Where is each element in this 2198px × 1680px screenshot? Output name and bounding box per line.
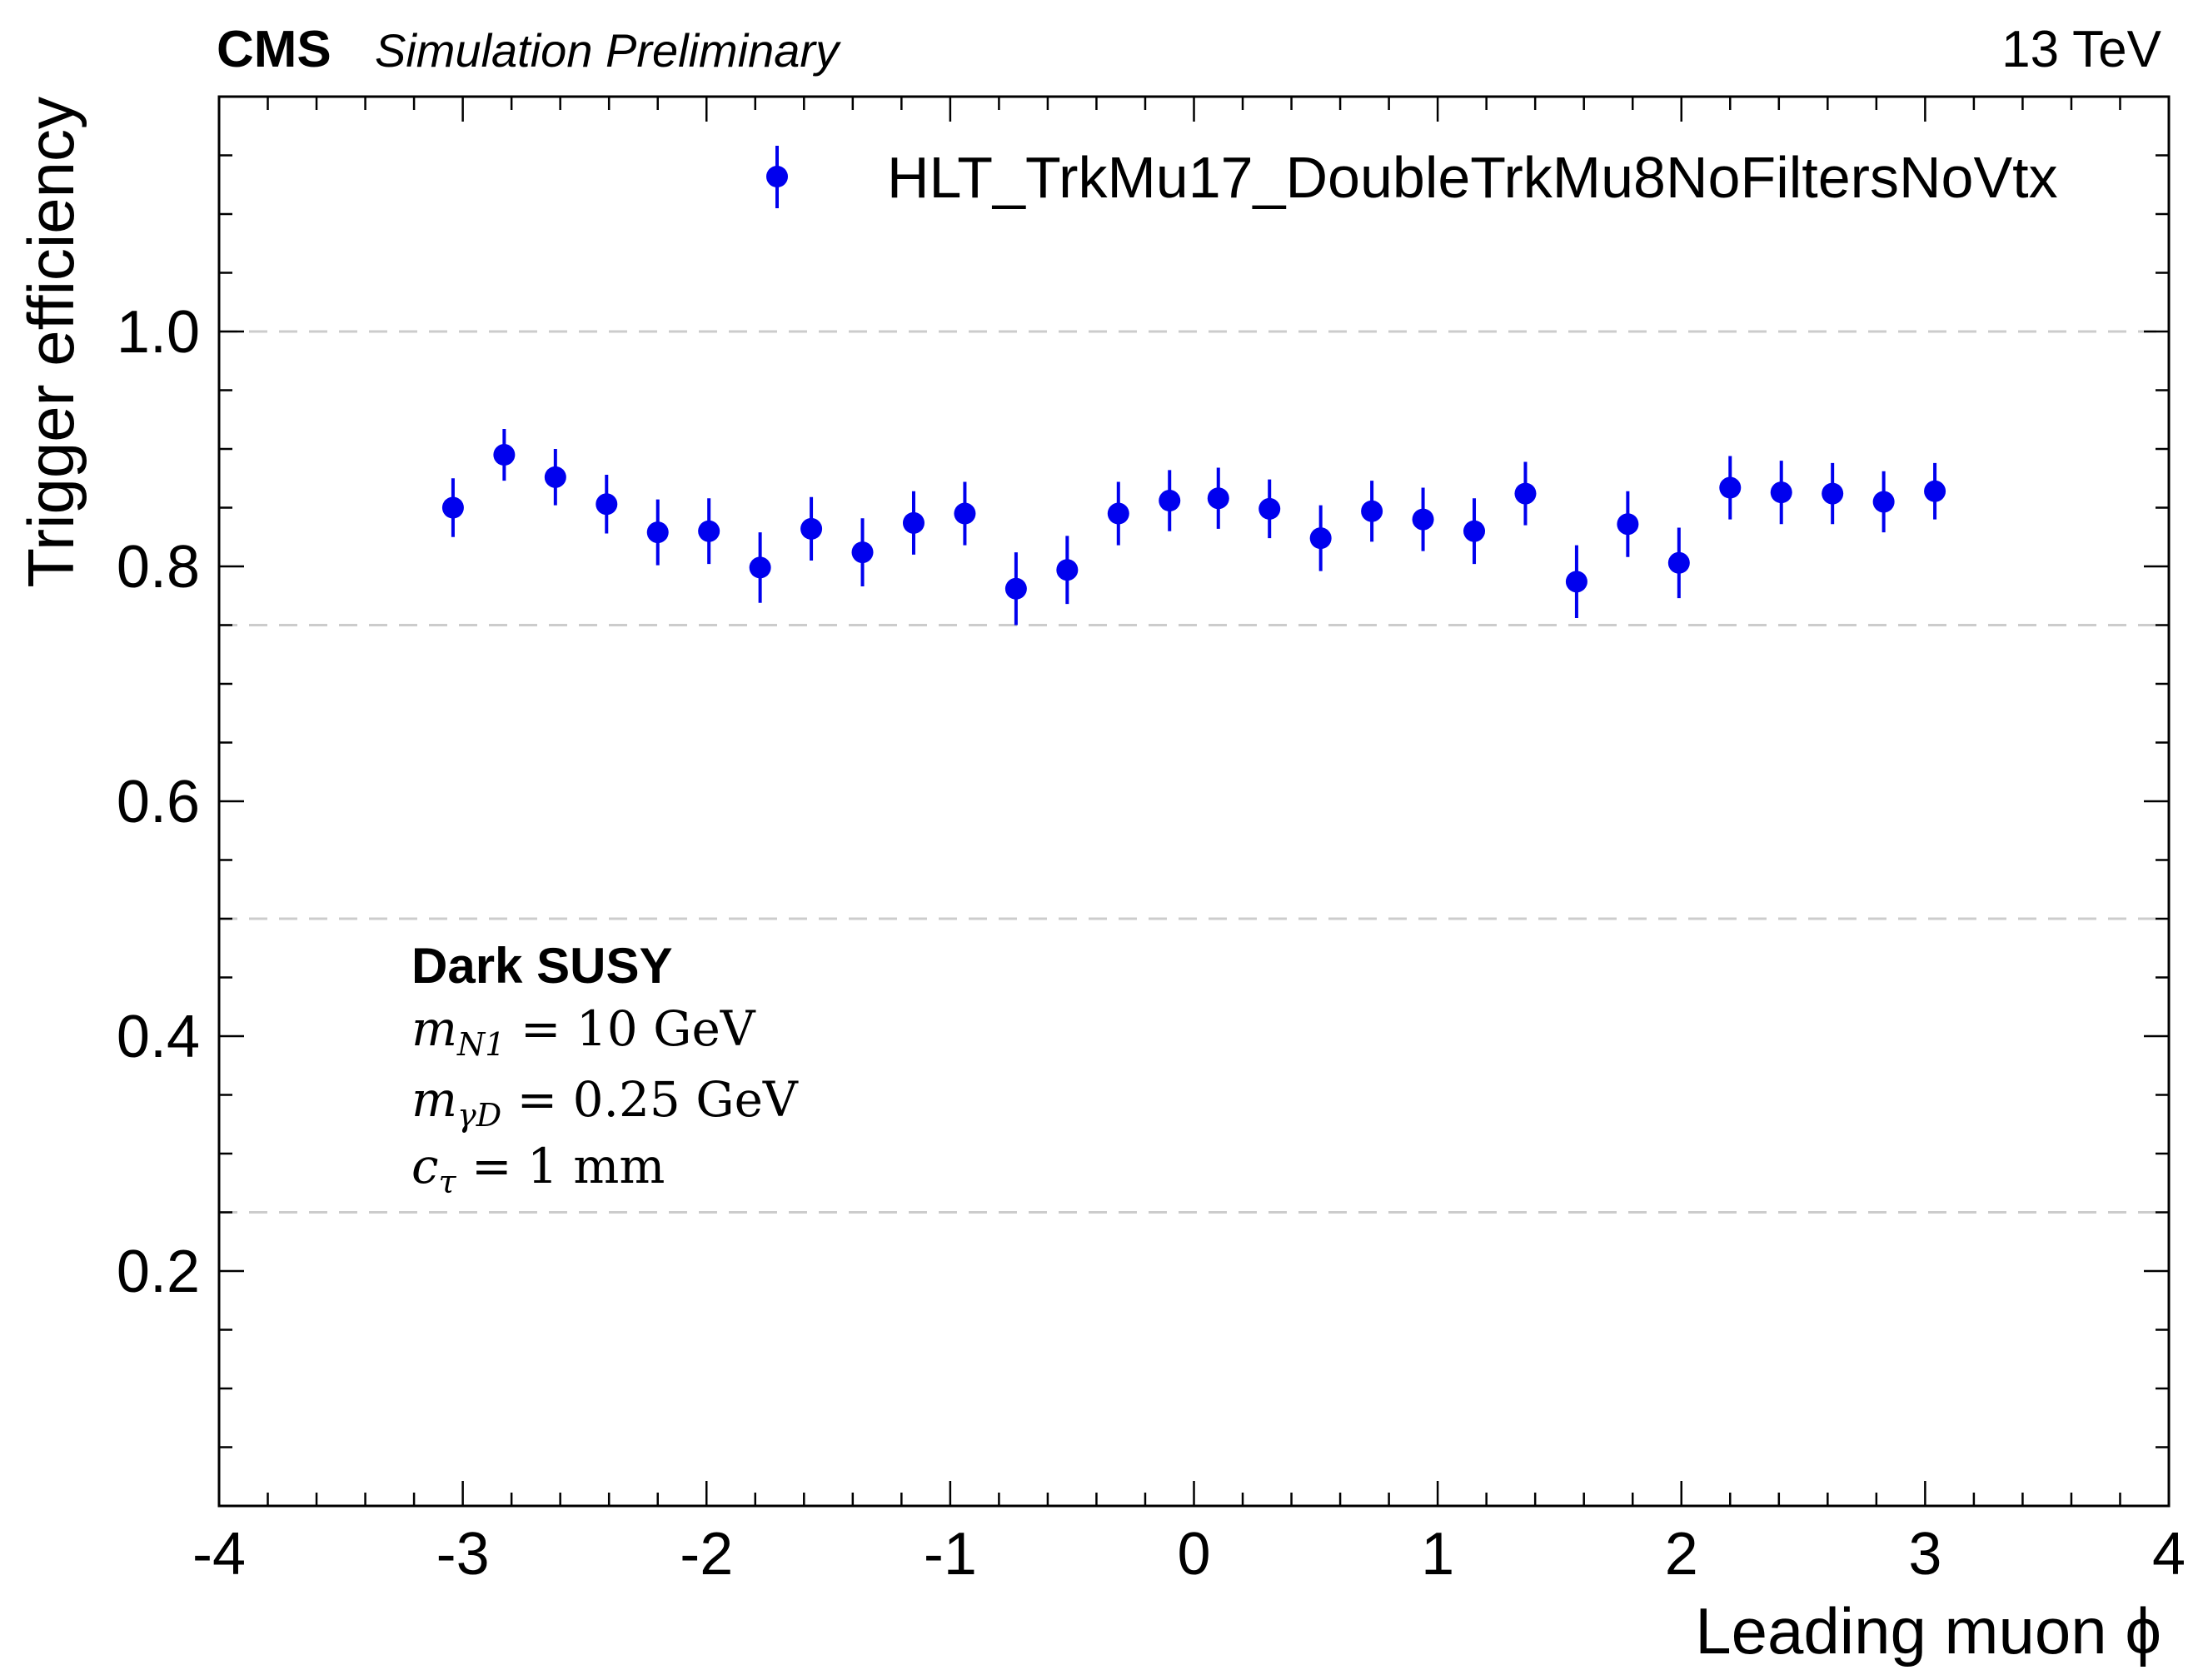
grid-lines (219, 330, 2169, 1214)
annotation-mass-n1: mN1 = 10 GeV (411, 1000, 756, 1063)
mass-gammad-symbol: m (411, 1071, 457, 1128)
data-point (1565, 571, 1587, 593)
data-point (441, 496, 464, 519)
x-tick-label: 1 (1421, 1521, 1454, 1588)
data-point (902, 511, 925, 534)
data-point (698, 520, 720, 542)
data-point (544, 466, 566, 488)
data-point (954, 502, 976, 525)
x-axis-title: Leading muon ϕ (1695, 1594, 2161, 1668)
data-point (1412, 508, 1434, 531)
data-point (1924, 480, 1946, 502)
experiment-label: CMS (217, 21, 331, 78)
data-point (1514, 482, 1537, 505)
y-tick-label: 0.4 (117, 1004, 200, 1070)
tick-labels: -4 -3 -2 -1 0 1 2 3 4 0.2 0.4 0.6 0.8 1.0 (117, 299, 2186, 1588)
x-tick-label: 3 (1908, 1521, 1941, 1588)
mass-n1-symbol: m (411, 1000, 457, 1057)
status-label: Simulation Preliminary (375, 24, 841, 77)
x-tick-label: 4 (2152, 1521, 2186, 1588)
plot-frame (217, 95, 2171, 1508)
ctau-subscript: τ (438, 1164, 456, 1200)
annotation-title: Dark SUSY (411, 938, 672, 994)
x-tick-label: -2 (680, 1521, 733, 1588)
annotation-block: Dark SUSY mN1 = 10 GeV mγD = 0.25 GeV cτ… (411, 938, 799, 1200)
x-tick-label: -1 (924, 1521, 977, 1588)
data-point (1056, 559, 1079, 581)
x-tick-label: 2 (1665, 1521, 1698, 1588)
annotation-ctau: cτ = 1 mm (411, 1138, 665, 1200)
data-point (1207, 487, 1229, 510)
data-point (1361, 500, 1383, 522)
data-point (749, 556, 771, 579)
ctau-symbol: c (411, 1138, 438, 1194)
y-axis-title: Trigger efficiency (14, 97, 87, 588)
x-tick-label: -4 (192, 1521, 246, 1588)
y-tick-label: 0.2 (117, 1239, 200, 1305)
data-point (1004, 577, 1027, 600)
mass-gammad-subscript: γD (457, 1097, 501, 1134)
legend: HLT_TrkMu17_DoubleTrkMu8NoFiltersNoVtx (766, 145, 2058, 210)
y-tick-label: 1.0 (117, 299, 200, 366)
energy-label: 13 TeV (2001, 21, 2162, 78)
data-point (1159, 490, 1181, 512)
data-point (1258, 497, 1281, 520)
legend-entry-label: HLT_TrkMu17_DoubleTrkMu8NoFiltersNoVtx (887, 145, 2058, 210)
data-point (1309, 527, 1332, 550)
data-point (1463, 520, 1486, 542)
y-tick-label: 0.6 (117, 769, 200, 835)
data-point (1822, 482, 1844, 505)
data-point (851, 541, 874, 564)
data-points (441, 429, 1946, 626)
data-point (800, 517, 823, 540)
y-tick-label: 0.8 (117, 534, 200, 601)
data-point (1617, 513, 1639, 536)
x-tick-label: -3 (436, 1521, 490, 1588)
data-point (1719, 476, 1742, 499)
annotation-mass-gammad: mγD = 0.25 GeV (411, 1071, 799, 1134)
mass-gammad-value: = 0.25 GeV (501, 1071, 799, 1128)
x-tick-label: 0 (1177, 1521, 1210, 1588)
data-point (1770, 481, 1792, 504)
data-point (1107, 502, 1129, 525)
data-point (1667, 551, 1690, 574)
data-point (596, 493, 618, 516)
ctau-value: = 1 mm (456, 1138, 665, 1194)
mass-n1-value: = 10 GeV (505, 1000, 755, 1057)
data-point (493, 444, 516, 466)
legend-marker (766, 166, 788, 187)
data-point (1872, 491, 1895, 513)
mass-n1-subscript: N1 (456, 1026, 505, 1063)
data-point (646, 521, 669, 544)
